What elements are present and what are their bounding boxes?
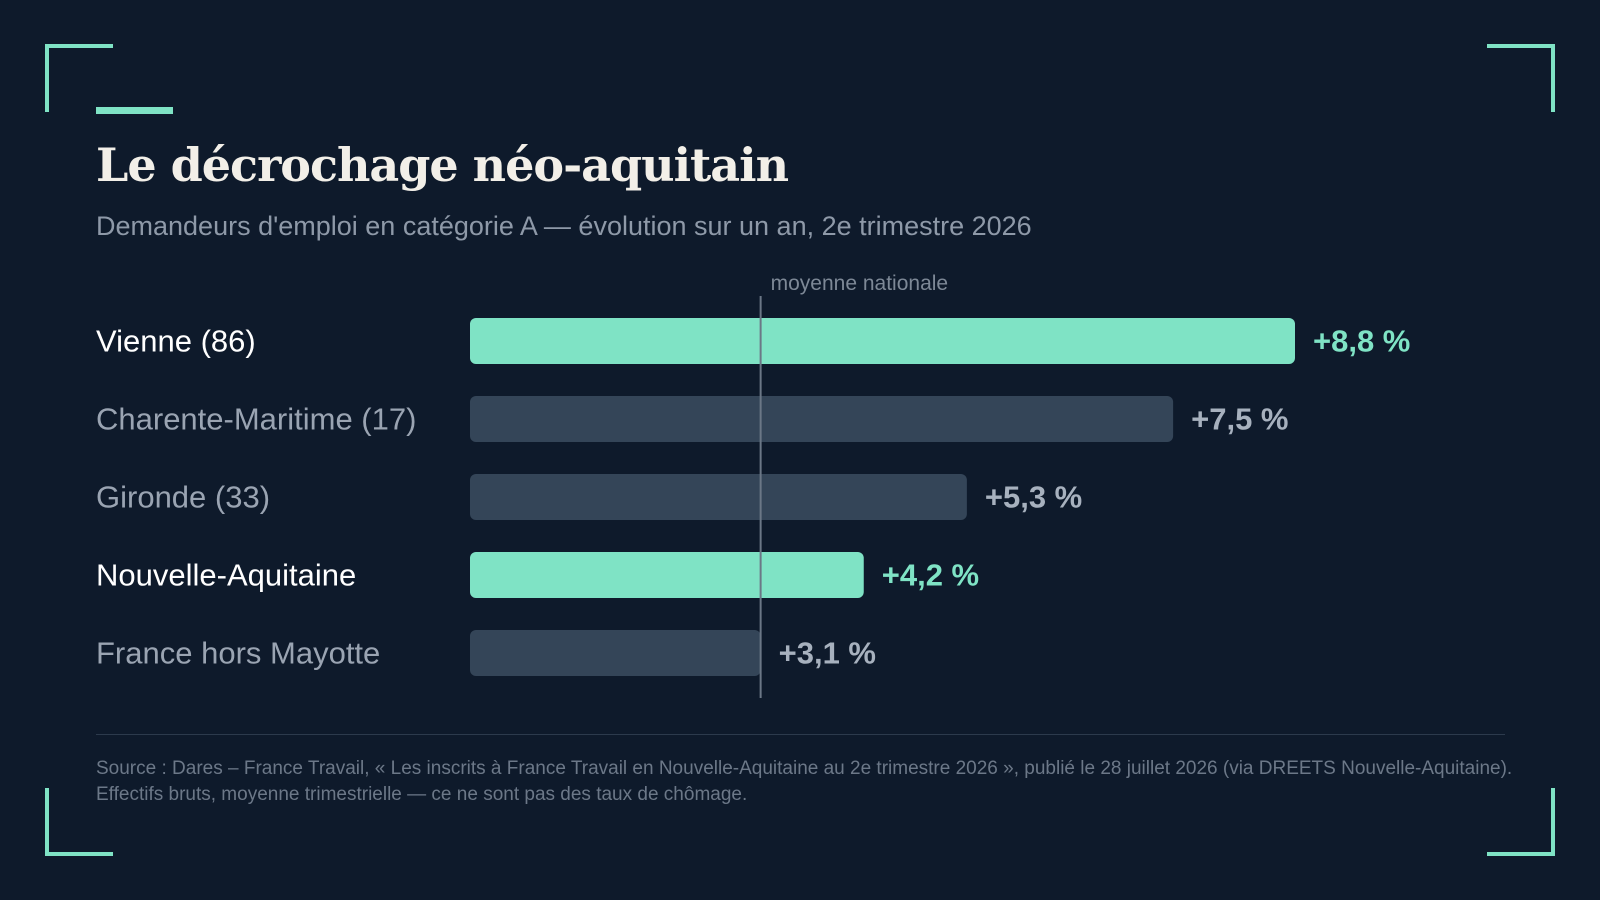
bar (470, 318, 1295, 364)
value-label: +5,3 % (985, 480, 1082, 515)
title-accent-bar (96, 107, 173, 114)
bar (470, 474, 967, 520)
corner-bottom-right (1487, 788, 1555, 856)
bar (470, 552, 864, 598)
chart-title: Le décrochage néo-aquitain (96, 138, 789, 192)
bar (470, 396, 1174, 442)
reference-line-label: moyenne nationale (771, 272, 948, 295)
category-label: Charente-Maritime (17) (96, 402, 416, 437)
category-label: Vienne (86) (96, 324, 256, 359)
corner-top-right (1487, 44, 1555, 112)
bar (470, 630, 761, 676)
value-label: +3,1 % (779, 636, 876, 671)
source-note: Source : Dares – France Travail, « Les i… (96, 758, 1513, 805)
corner-bottom-left (45, 788, 113, 856)
value-label: +4,2 % (882, 558, 979, 593)
category-label: Nouvelle-Aquitaine (96, 558, 356, 593)
value-label: +7,5 % (1191, 402, 1288, 437)
chart-subtitle: Demandeurs d'emploi en catégorie A — évo… (96, 211, 1032, 241)
category-label: Gironde (33) (96, 480, 270, 515)
footer-divider (96, 734, 1505, 735)
value-label: +8,8 % (1313, 324, 1410, 359)
category-label: France hors Mayotte (96, 636, 380, 671)
bar-chart: Vienne (86) +8,8 % Charente-Maritime (17) +… (96, 272, 1410, 698)
corner-top-left (45, 44, 113, 112)
